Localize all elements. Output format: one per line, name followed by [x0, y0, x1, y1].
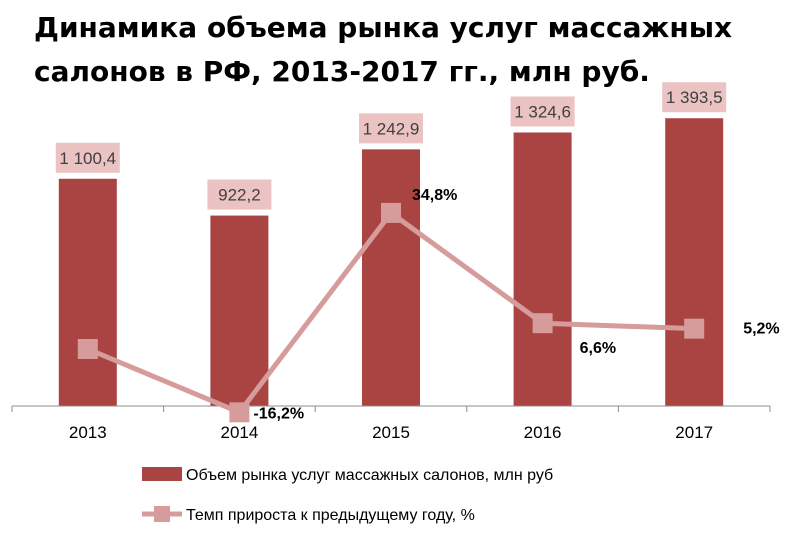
bar-value-box-2014: [207, 179, 272, 210]
growth-value-label-2017: 5,2%: [743, 321, 779, 338]
bar-2017: [665, 118, 724, 406]
growth-marker-2013: [77, 339, 98, 359]
bar-value-box-2016: [510, 96, 575, 127]
growth-marker-2017: [684, 318, 705, 339]
bar-value-label-2017: 1 393,5: [666, 88, 723, 107]
x-tick-label-2015: 2015: [372, 423, 410, 442]
x-tick-label-2016: 2016: [524, 423, 562, 442]
bar-value-label-2016: 1 324,6: [514, 102, 571, 121]
legend-line-marker: [154, 506, 170, 522]
x-tick-label-2013: 2013: [69, 423, 107, 442]
chart-title-line-1: Динамика объема рынка услуг массажных: [34, 11, 733, 44]
chart-title-line-2: салонов в РФ, 2013-2017 гг., млн руб.: [34, 55, 650, 88]
growth-marker-2015: [381, 202, 401, 223]
chart-title: Динамика объема рынка услуг массажных са…: [34, 6, 784, 94]
bar-2016: [513, 132, 572, 406]
bar-value-box-2013: [55, 142, 120, 173]
legend-bar-label: Объем рынка услуг массажных салонов, млн…: [186, 467, 553, 484]
bar-value-label-2013: 1 100,4: [59, 149, 116, 168]
growth-marker-2016: [532, 313, 553, 334]
growth-value-label-2014: -16,2%: [253, 405, 304, 422]
bar-2015: [362, 149, 420, 406]
bar-value-box-2017: [662, 82, 727, 113]
bar-value-label-2014: 922,2: [218, 186, 261, 205]
legend: Объем рынка услуг массажных салонов, млн…: [142, 467, 553, 524]
legend-bar-swatch: [142, 467, 182, 481]
x-tick-label-2017: 2017: [675, 423, 713, 442]
bar-value-box-2015: [359, 113, 423, 144]
legend-line-label: Темп прироста к предыдущему году, %: [186, 507, 475, 524]
growth-value-label-2015: 34,8%: [412, 187, 457, 204]
bar-2013: [58, 178, 117, 406]
x-tick-label-2014: 2014: [220, 423, 258, 442]
bar-2014: [210, 215, 269, 406]
growth-value-label-2016: 6,6%: [580, 340, 616, 357]
growth-marker-2014: [229, 402, 250, 423]
bar-value-label-2015: 1 242,9: [363, 119, 420, 138]
